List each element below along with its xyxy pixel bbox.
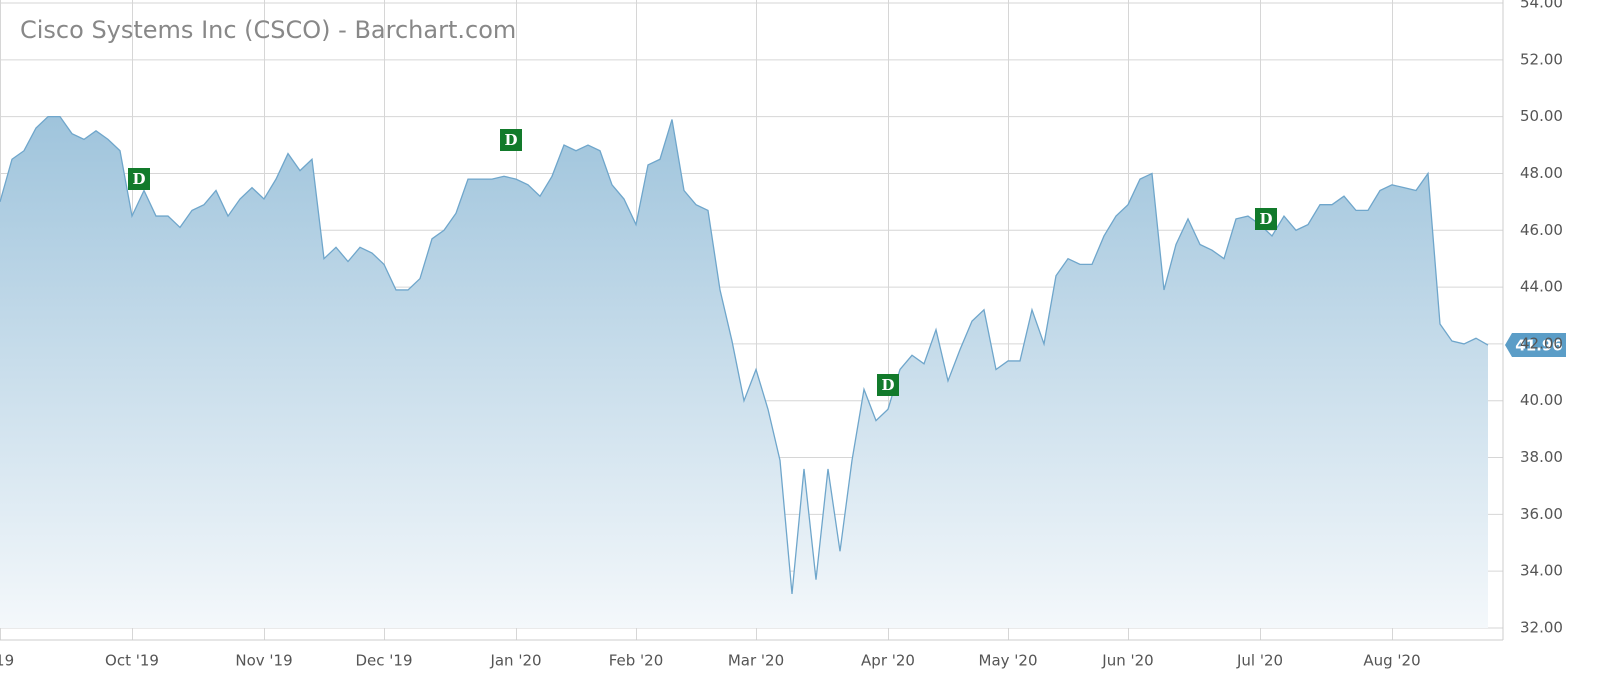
- y-tick-label: 36.00: [1520, 505, 1563, 523]
- chart-title: Cisco Systems Inc (CSCO) - Barchart.com: [20, 16, 516, 44]
- area-fill: [0, 116, 1488, 629]
- x-tick-label: Jul '20: [1236, 652, 1283, 670]
- x-tick-label: Feb '20: [609, 652, 664, 670]
- y-tick-label: 38.00: [1520, 448, 1563, 466]
- last-price-tag: [1505, 333, 1566, 358]
- marker-label: D: [132, 170, 145, 188]
- y-tick-label: 34.00: [1520, 562, 1563, 580]
- x-tick-label: Jun '20: [1101, 652, 1153, 670]
- marker-label: D: [504, 131, 517, 149]
- last-price-label: 41.96: [1515, 337, 1562, 355]
- marker-label: D: [1259, 210, 1272, 228]
- dividend-marker: D: [877, 374, 899, 396]
- x-tick-label: Mar '20: [728, 652, 784, 670]
- marker-label: D: [881, 376, 894, 394]
- dividend-marker: D: [128, 168, 150, 190]
- x-tick-label: May '20: [979, 652, 1038, 670]
- price-line: [0, 115, 1489, 594]
- x-tick-label: Dec '19: [355, 652, 412, 670]
- x-tick-label: Aug '20: [1363, 652, 1420, 670]
- y-tick-label: 46.00: [1520, 221, 1563, 239]
- y-tick-label: 32.00: [1520, 619, 1563, 637]
- x-tick-label: Jan '20: [489, 652, 541, 670]
- x-tick-label: Oct '19: [105, 652, 159, 670]
- y-tick-label: 54.00: [1520, 0, 1563, 12]
- y-tick-label: 44.00: [1520, 278, 1563, 296]
- dividend-marker: D: [500, 129, 522, 151]
- x-tick-label: Apr '20: [861, 652, 915, 670]
- x-tick-label: Nov '19: [235, 652, 292, 670]
- dividend-marker: D: [1255, 208, 1277, 230]
- y-tick-label: 50.00: [1520, 107, 1563, 125]
- x-tick-label: Sep '19: [0, 652, 14, 670]
- y-tick-label: 48.00: [1520, 164, 1563, 182]
- y-tick-label: 52.00: [1520, 50, 1563, 68]
- y-tick-label: 42.00: [1520, 334, 1563, 352]
- y-tick-label: 40.00: [1520, 391, 1563, 409]
